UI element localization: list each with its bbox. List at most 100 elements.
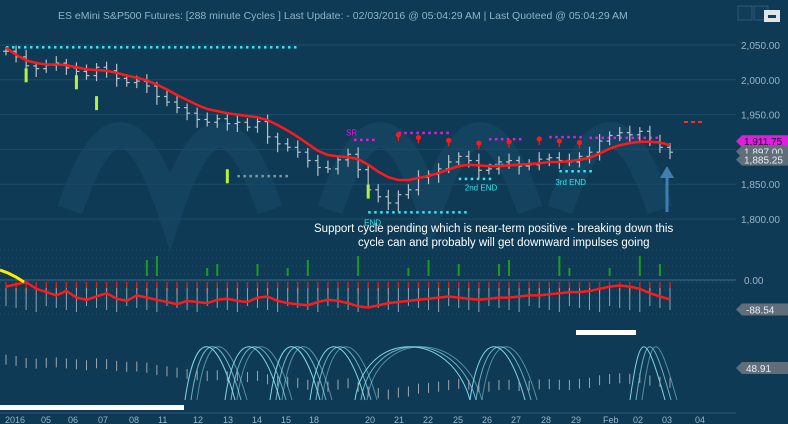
cycle-arc (236, 346, 293, 401)
cycle-arc (224, 346, 281, 401)
support-cycle-annotation: Support cycle pending which is near-term… (314, 223, 676, 249)
price-tag-label: 1,885.25 (744, 156, 783, 167)
time-tick-label: Feb (603, 415, 619, 424)
magenta-dot-marker (434, 131, 437, 135)
cyan-dot-marker (559, 169, 562, 173)
magenta-dot-marker (579, 135, 582, 139)
cyan-dot-marker (577, 169, 580, 173)
time-tick-label: 27 (511, 415, 521, 424)
cyan-dot-marker (452, 211, 455, 214)
window-button-1[interactable] (737, 5, 753, 21)
magenta-dot-marker (649, 136, 653, 140)
time-tick-label: 07 (98, 415, 108, 424)
cycle-arc (475, 346, 532, 401)
time-tick-label: 03 (662, 415, 672, 424)
cyan-dot-marker (186, 46, 189, 49)
cyan-dot-marker (90, 46, 93, 49)
red-pin-marker (576, 139, 583, 146)
cyan-dot-marker (228, 46, 231, 49)
gray-dot-marker (255, 174, 258, 178)
gray-dot-marker (261, 174, 264, 178)
chart-title: ES eMini S&P500 Futures: [288 minute Cyc… (58, 10, 628, 22)
cyan-dot-marker (162, 46, 165, 49)
cyan-dot-marker (192, 46, 195, 49)
time-tick-label: 22 (423, 415, 433, 424)
cycle-tags: 48.91 (736, 362, 788, 375)
time-axis: 2016 05 06 07 08 11 12 13 14 15 18 20 21 22 25 26 27 28 29… (0, 412, 736, 424)
magenta-dot-marker (360, 138, 363, 142)
cycle-arc (315, 346, 372, 401)
cyan-dot-marker (132, 46, 135, 49)
cycle-arc (190, 346, 242, 401)
cyan-dot-marker (180, 46, 183, 49)
red-pin-marker (506, 139, 512, 145)
green-cycle-marker (95, 96, 99, 111)
cyan-dot-marker (589, 169, 592, 173)
price-tick-label: 1,950.00 (741, 111, 780, 122)
time-tick-label: 08 (129, 415, 139, 424)
price-tick-label: 1,800.00 (741, 215, 780, 226)
magenta-dot-marker (619, 136, 623, 140)
magenta-dot-marker (416, 131, 419, 135)
price-tags: 1,911.751,897.001,885.25 (736, 135, 788, 167)
magenta-dot-marker (354, 138, 357, 142)
cyan-dot-marker (434, 211, 437, 214)
gray-dot-marker (279, 174, 282, 178)
annotation-sr: SR (346, 129, 357, 138)
cycle-white-bars (0, 330, 636, 410)
cycle-tag (736, 362, 788, 374)
price-tick-label: 2,050.00 (741, 41, 780, 52)
cycle-arc (635, 346, 672, 401)
cyan-dot-marker (488, 177, 492, 181)
gray-dot-marker (243, 174, 246, 178)
cyan-dot-marker (264, 46, 267, 49)
cyan-dot-marker (428, 211, 431, 214)
cyan-dot-marker (126, 46, 129, 49)
cyan-dot-marker (476, 177, 480, 181)
magenta-dot-marker (506, 137, 510, 141)
magenta-dot-marker (595, 136, 599, 140)
cycle-white-bar-right (576, 330, 636, 335)
cycle-panel: 48.91 (0, 330, 788, 410)
magenta-dot-marker (372, 138, 375, 142)
cyan-dot-marker (120, 46, 123, 49)
cyan-dot-marker (482, 177, 486, 181)
magenta-dot-marker (500, 137, 504, 141)
cyan-dot-marker (18, 46, 21, 49)
cyan-dot-marker (144, 46, 147, 49)
time-tick-label: 02 (633, 415, 643, 424)
cycle-arc (184, 346, 236, 401)
gray-dot-marker (285, 174, 288, 178)
cyan-dot-marker (102, 46, 105, 49)
magenta-dot-marker (601, 136, 605, 140)
cyan-dot-marker (204, 46, 207, 49)
magenta-dot-marker (446, 131, 449, 135)
magenta-dot-marker (488, 137, 492, 141)
histogram-yellow-path (0, 268, 25, 284)
green-cycle-marker (366, 184, 370, 199)
cyan-dot-marker (416, 211, 419, 214)
cyan-dot-marker (410, 211, 413, 214)
histogram-tick-label: 0.00 (744, 276, 764, 287)
magenta-dot-marker (625, 136, 629, 140)
cyan-dot-marker (565, 169, 568, 173)
cyan-dot-marker (288, 46, 291, 49)
cyan-dot-marker (234, 46, 237, 49)
cyan-dot-marker (36, 46, 39, 49)
cycle-price-bars (5, 354, 671, 400)
gray-dot-marker (267, 174, 270, 178)
cycle-arc (321, 346, 378, 401)
histogram-yellow-line (0, 268, 25, 284)
cyan-dot-marker (440, 211, 443, 214)
cyan-dot-marker (78, 46, 81, 49)
cyan-dot-marker (282, 46, 285, 49)
green-cycle-marker (24, 68, 28, 83)
time-tick-label: 28 (541, 415, 551, 424)
cycle-lines (184, 346, 678, 401)
magenta-dot-marker (410, 131, 413, 135)
annotation-end: END (364, 218, 381, 227)
cycle-arc (641, 346, 678, 401)
cycle-white-bar-left (0, 405, 184, 410)
cyan-dot-marker (276, 46, 279, 49)
